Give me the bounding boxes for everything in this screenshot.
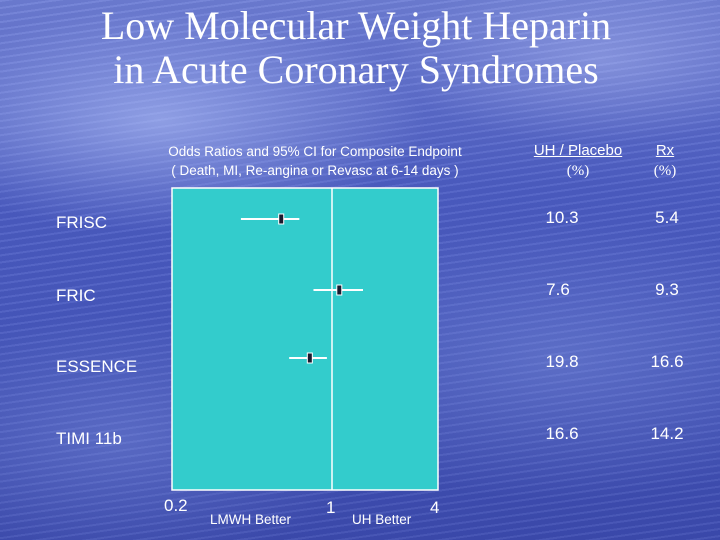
study-label-frisc: FRISC <box>56 213 107 232</box>
point-estimate-fric <box>336 284 343 296</box>
point-estimate-essence <box>306 352 313 364</box>
rx-value-frisc: 5.4 <box>655 208 679 227</box>
column-header-uh-placebo-label: UH / Placebo <box>533 142 623 159</box>
study-marks <box>240 213 364 364</box>
plot-area <box>171 187 439 491</box>
x-direction-label-lmwh: LMWH Better <box>210 512 292 527</box>
slide-title-line-1: Low Molecular Weight Heparin <box>100 3 612 48</box>
study-label-essence: ESSENCE <box>56 357 138 376</box>
column-header-rx: Rx (%) <box>630 141 700 181</box>
uh-placebo-value-essence: 19.8 <box>545 352 579 371</box>
column-header-rx-unit: (%) <box>653 163 677 179</box>
study-label-timi-11b: TIMI 11b <box>56 429 122 448</box>
uh-placebo-value-timi-11b: 16.6 <box>545 424 579 443</box>
study-label-fric: FRIC <box>56 286 96 305</box>
rx-value-essence: 16.6 <box>650 352 684 371</box>
slide-title: Low Molecular Weight Heparin in Acute Co… <box>0 4 712 92</box>
x-tick-label-one: 1 <box>326 498 336 517</box>
chart-title: Odds Ratios and 95% CI for Composite End… <box>110 142 520 180</box>
rx-value-timi-11b: 14.2 <box>650 424 684 443</box>
column-header-uh-placebo-unit: (%) <box>566 163 590 179</box>
column-header-rx-label: Rx <box>655 142 675 159</box>
x-tick-label-low: 0.2 <box>164 496 188 515</box>
rx-value-fric: 9.3 <box>655 280 679 299</box>
chart-title-line-1: Odds Ratios and 95% CI for Composite End… <box>168 144 462 159</box>
x-direction-label-uh: UH Better <box>352 512 412 527</box>
uh-placebo-value-fric: 7.6 <box>546 280 570 299</box>
uh-placebo-value-frisc: 10.3 <box>545 208 579 227</box>
x-tick-label-high: 4 <box>430 498 440 517</box>
slide-title-line-2: in Acute Coronary Syndromes <box>113 47 599 92</box>
point-estimate-frisc <box>278 213 285 225</box>
column-header-uh-placebo: UH / Placebo (%) <box>518 141 638 181</box>
chart-title-line-2: ( Death, MI, Re-angina or Revasc at 6-14… <box>171 163 459 178</box>
